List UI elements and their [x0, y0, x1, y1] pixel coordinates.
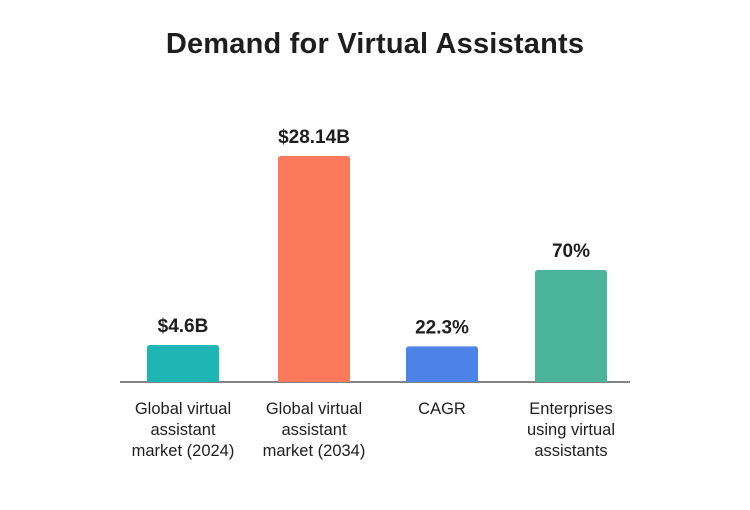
chart-title: Demand for Virtual Assistants [165, 28, 585, 60]
data-label-3: 22.3% [415, 317, 469, 338]
category-label-line: market (2024) [132, 442, 235, 460]
bar-2 [278, 156, 350, 382]
bar-4 [535, 270, 607, 382]
category-label-line: assistants [534, 442, 607, 460]
category-label-3: CAGR [418, 400, 466, 418]
category-label-line: using virtual [527, 421, 615, 439]
category-label-line: assistant [281, 421, 347, 439]
category-label-line: Global virtual [135, 400, 231, 418]
bar-1 [147, 345, 219, 382]
data-label-4: 70% [552, 241, 590, 262]
category-label-line: CAGR [418, 400, 466, 418]
bar-3 [406, 346, 478, 382]
category-label-1: Global virtual assistant market (2024) [132, 400, 235, 460]
data-label-2: $28.14B [278, 127, 350, 148]
category-label-line: Enterprises [529, 400, 612, 418]
category-label-line: market (2034) [263, 442, 366, 460]
category-label-4: Enterprises using virtual assistants [527, 400, 615, 460]
category-label-2: Global virtual assistant market (2034) [263, 400, 366, 460]
data-label-1: $4.6B [158, 316, 209, 337]
category-label-line: Global virtual [266, 400, 362, 418]
category-label-line: assistant [150, 421, 216, 439]
